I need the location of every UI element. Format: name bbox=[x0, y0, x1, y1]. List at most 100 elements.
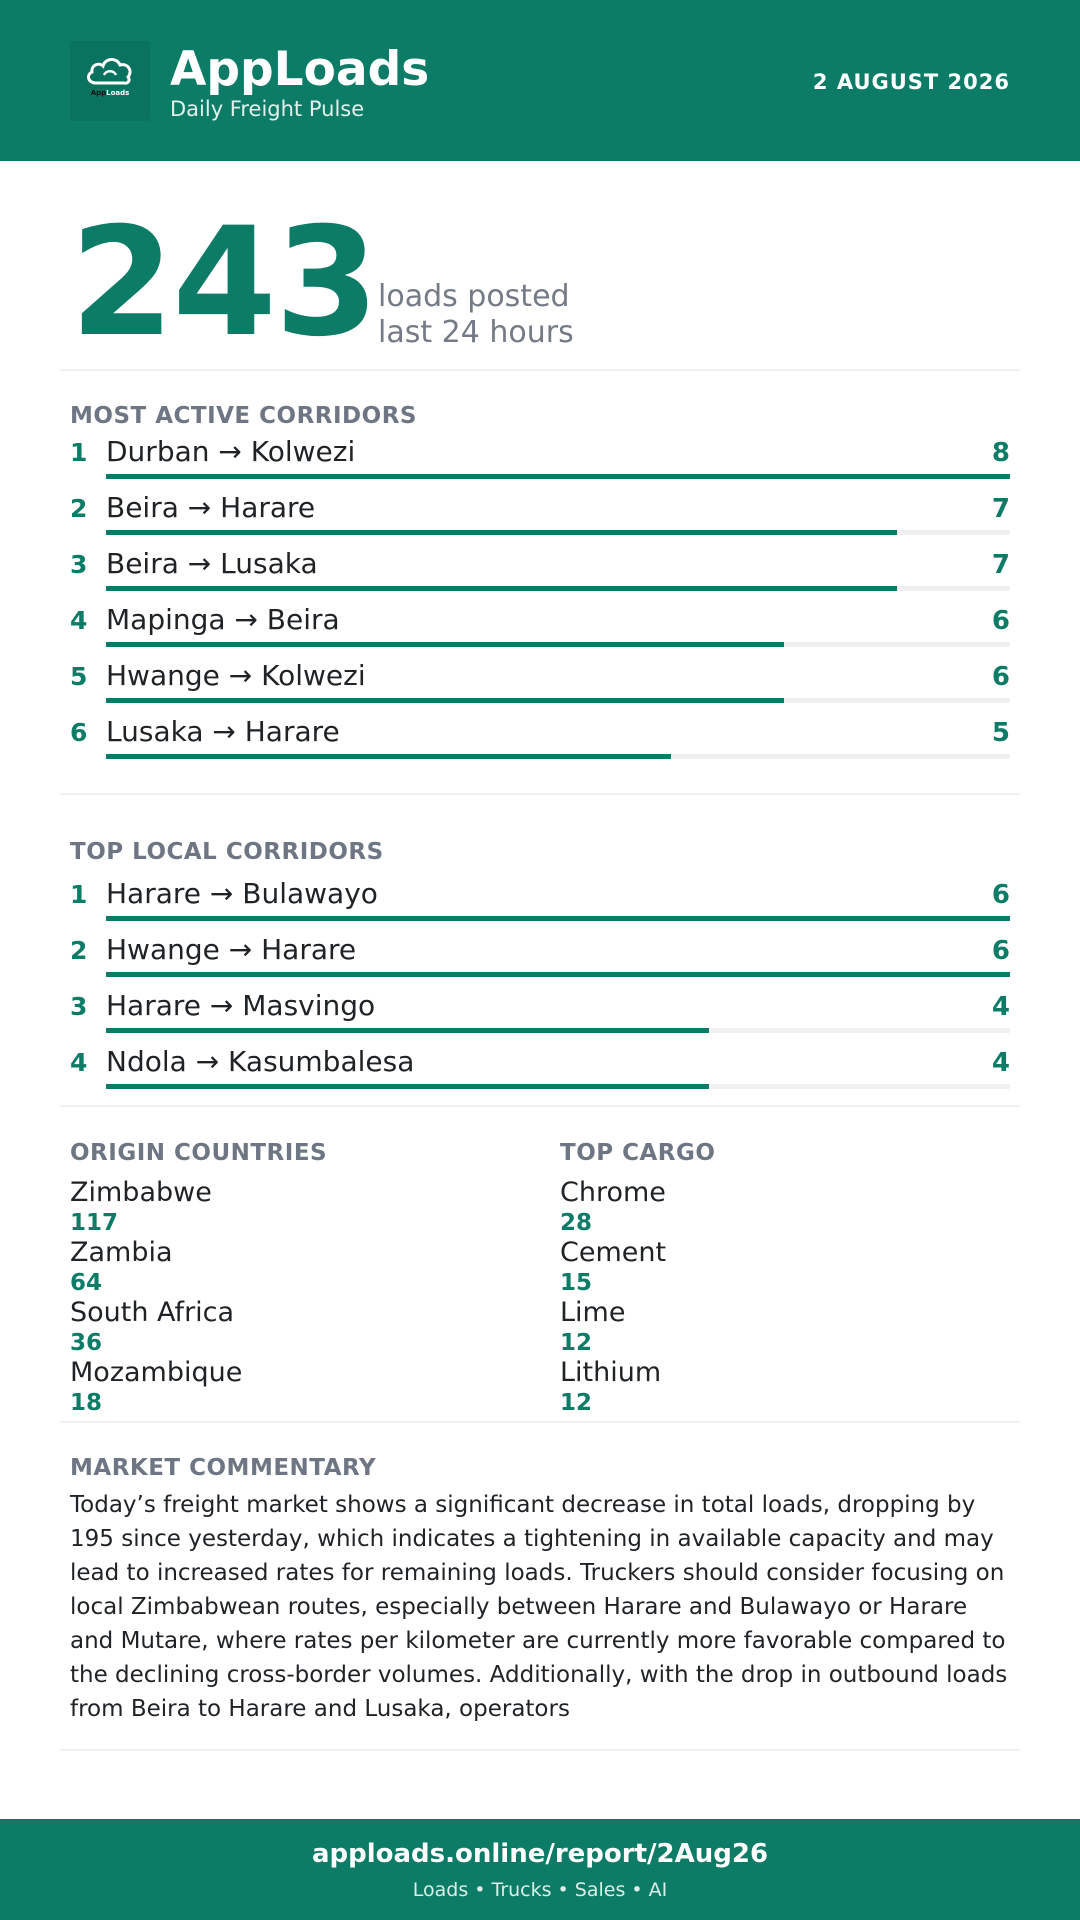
cargo-count: 12 bbox=[560, 1330, 593, 1356]
corridor-count: 4 bbox=[991, 992, 1010, 1022]
logo-wordmark: AppLoads bbox=[90, 89, 130, 97]
cargo-item: Chrome 28 bbox=[560, 1178, 666, 1238]
corridor-bar-fill bbox=[106, 530, 897, 535]
corridor-bar-track bbox=[106, 586, 1010, 591]
corridor-count: 6 bbox=[991, 880, 1010, 910]
cargo-item: Lithium 12 bbox=[560, 1358, 661, 1418]
corridor-rank: 1 bbox=[70, 880, 88, 909]
cargo-count: 15 bbox=[560, 1270, 593, 1296]
top-local-title: TOP LOCAL CORRIDORS bbox=[70, 839, 384, 865]
corridor-route: Durban → Kolwezi bbox=[106, 435, 356, 468]
corridor-count: 8 bbox=[991, 438, 1010, 468]
corridor-rank: 3 bbox=[70, 992, 88, 1021]
corridor-bar-track bbox=[106, 530, 1010, 535]
footer-bar: apploads.online/report/2Aug26 Loads • Tr… bbox=[0, 1819, 1080, 1920]
most-active-corridor-row: 4 Mapinga → Beira 6 bbox=[70, 604, 1010, 660]
most-active-corridor-row: 6 Lusaka → Harare 5 bbox=[70, 716, 1010, 772]
corridor-rank: 3 bbox=[70, 550, 88, 579]
corridor-bar-track bbox=[106, 698, 1010, 703]
corridor-bar-fill bbox=[106, 972, 1010, 977]
cargo-count: 28 bbox=[560, 1210, 593, 1236]
origin-country-count: 117 bbox=[70, 1210, 119, 1236]
corridor-bar-fill bbox=[106, 698, 784, 703]
top-local-corridor-row: 4 Ndola → Kasumbalesa 4 bbox=[70, 1046, 1010, 1102]
corridor-count: 6 bbox=[991, 606, 1010, 636]
logo: AppLoads bbox=[70, 41, 150, 121]
top-local-corridor-row: 1 Harare → Bulawayo 6 bbox=[70, 878, 1010, 934]
cloud-logo-icon bbox=[87, 58, 132, 85]
corridor-route: Hwange → Kolwezi bbox=[106, 659, 366, 692]
loads-posted-label-line1: loads posted bbox=[378, 279, 570, 314]
origin-country-item: South Africa 36 bbox=[70, 1298, 234, 1358]
corridor-bar-track bbox=[106, 642, 1010, 647]
corridor-route: Beira → Lusaka bbox=[106, 547, 318, 580]
corridor-route: Beira → Harare bbox=[106, 491, 316, 524]
footer-tagline: Loads • Trucks • Sales • AI bbox=[412, 1879, 668, 1901]
app-subtitle: Daily Freight Pulse bbox=[170, 97, 365, 121]
top-cargo-title: TOP CARGO bbox=[560, 1140, 716, 1166]
corridor-route: Lusaka → Harare bbox=[106, 715, 340, 748]
origin-country-name: South Africa bbox=[70, 1297, 235, 1328]
origin-country-name: Zambia bbox=[70, 1237, 173, 1268]
origin-country-count: 18 bbox=[70, 1390, 103, 1416]
origin-country-item: Zimbabwe 117 bbox=[70, 1178, 212, 1238]
cargo-name: Chrome bbox=[560, 1177, 666, 1208]
most-active-title: MOST ACTIVE CORRIDORS bbox=[70, 403, 417, 429]
corridor-bar-fill bbox=[106, 1028, 709, 1033]
origin-country-name: Mozambique bbox=[70, 1357, 243, 1388]
cargo-item: Lime 12 bbox=[560, 1298, 625, 1358]
corridor-count: 6 bbox=[991, 662, 1010, 692]
corridor-bar-track bbox=[106, 474, 1010, 479]
divider bbox=[60, 1749, 1020, 1751]
corridor-rank: 2 bbox=[70, 494, 88, 523]
corridor-bar-fill bbox=[106, 642, 784, 647]
cargo-name: Lithium bbox=[560, 1357, 662, 1388]
top-local-corridor-row: 2 Hwange → Harare 6 bbox=[70, 934, 1010, 990]
origin-countries-title: ORIGIN COUNTRIES bbox=[70, 1140, 328, 1166]
corridor-bar-fill bbox=[106, 586, 897, 591]
header-bar: AppLoads AppLoads Daily Freight Pulse 2 … bbox=[0, 0, 1080, 161]
corridor-bar-track bbox=[106, 916, 1010, 921]
report-date: 2 AUGUST 2026 bbox=[812, 70, 1010, 94]
origin-country-count: 64 bbox=[70, 1270, 103, 1296]
divider bbox=[60, 793, 1020, 795]
corridor-bar-track bbox=[106, 972, 1010, 977]
origin-country-item: Mozambique 18 bbox=[70, 1358, 242, 1418]
corridor-count: 5 bbox=[991, 718, 1010, 748]
origin-country-name: Zimbabwe bbox=[70, 1177, 212, 1208]
corridor-count: 7 bbox=[991, 550, 1010, 580]
corridor-bar-track bbox=[106, 1028, 1010, 1033]
corridor-bar-fill bbox=[106, 754, 671, 759]
corridor-count: 7 bbox=[991, 494, 1010, 524]
corridor-route: Hwange → Harare bbox=[106, 933, 357, 966]
cargo-item: Cement 15 bbox=[560, 1238, 666, 1298]
loads-posted-label-line2: last 24 hours bbox=[378, 315, 574, 350]
divider bbox=[60, 369, 1020, 371]
corridor-route: Ndola → Kasumbalesa bbox=[106, 1045, 415, 1078]
origin-country-count: 36 bbox=[70, 1330, 103, 1356]
loads-posted-label: loads posted last 24 hours bbox=[378, 279, 574, 351]
corridor-bar-fill bbox=[106, 1084, 709, 1089]
corridor-rank: 2 bbox=[70, 936, 88, 965]
corridor-rank: 5 bbox=[70, 662, 88, 691]
corridor-rank: 1 bbox=[70, 438, 88, 467]
corridor-route: Mapinga → Beira bbox=[106, 603, 340, 636]
most-active-corridor-row: 5 Hwange → Kolwezi 6 bbox=[70, 660, 1010, 716]
corridor-rank: 4 bbox=[70, 606, 88, 635]
corridor-route: Harare → Masvingo bbox=[106, 989, 376, 1022]
divider bbox=[60, 1105, 1020, 1107]
report-link[interactable]: apploads.online/report/2Aug26 bbox=[311, 1839, 769, 1869]
most-active-corridor-row: 1 Durban → Kolwezi 8 bbox=[70, 436, 1010, 492]
cargo-count: 12 bbox=[560, 1390, 593, 1416]
origin-country-item: Zambia 64 bbox=[70, 1238, 173, 1298]
loads-posted-count: 243 bbox=[70, 196, 379, 370]
corridor-rank: 6 bbox=[70, 718, 88, 747]
top-local-corridor-row: 3 Harare → Masvingo 4 bbox=[70, 990, 1010, 1046]
corridor-bar-track bbox=[106, 754, 1010, 759]
corridor-bar-track bbox=[106, 1084, 1010, 1089]
app-title: AppLoads bbox=[170, 42, 430, 97]
divider bbox=[60, 1421, 1020, 1423]
corridor-route: Harare → Bulawayo bbox=[106, 877, 378, 910]
most-active-corridor-row: 2 Beira → Harare 7 bbox=[70, 492, 1010, 548]
cargo-name: Cement bbox=[560, 1237, 667, 1268]
